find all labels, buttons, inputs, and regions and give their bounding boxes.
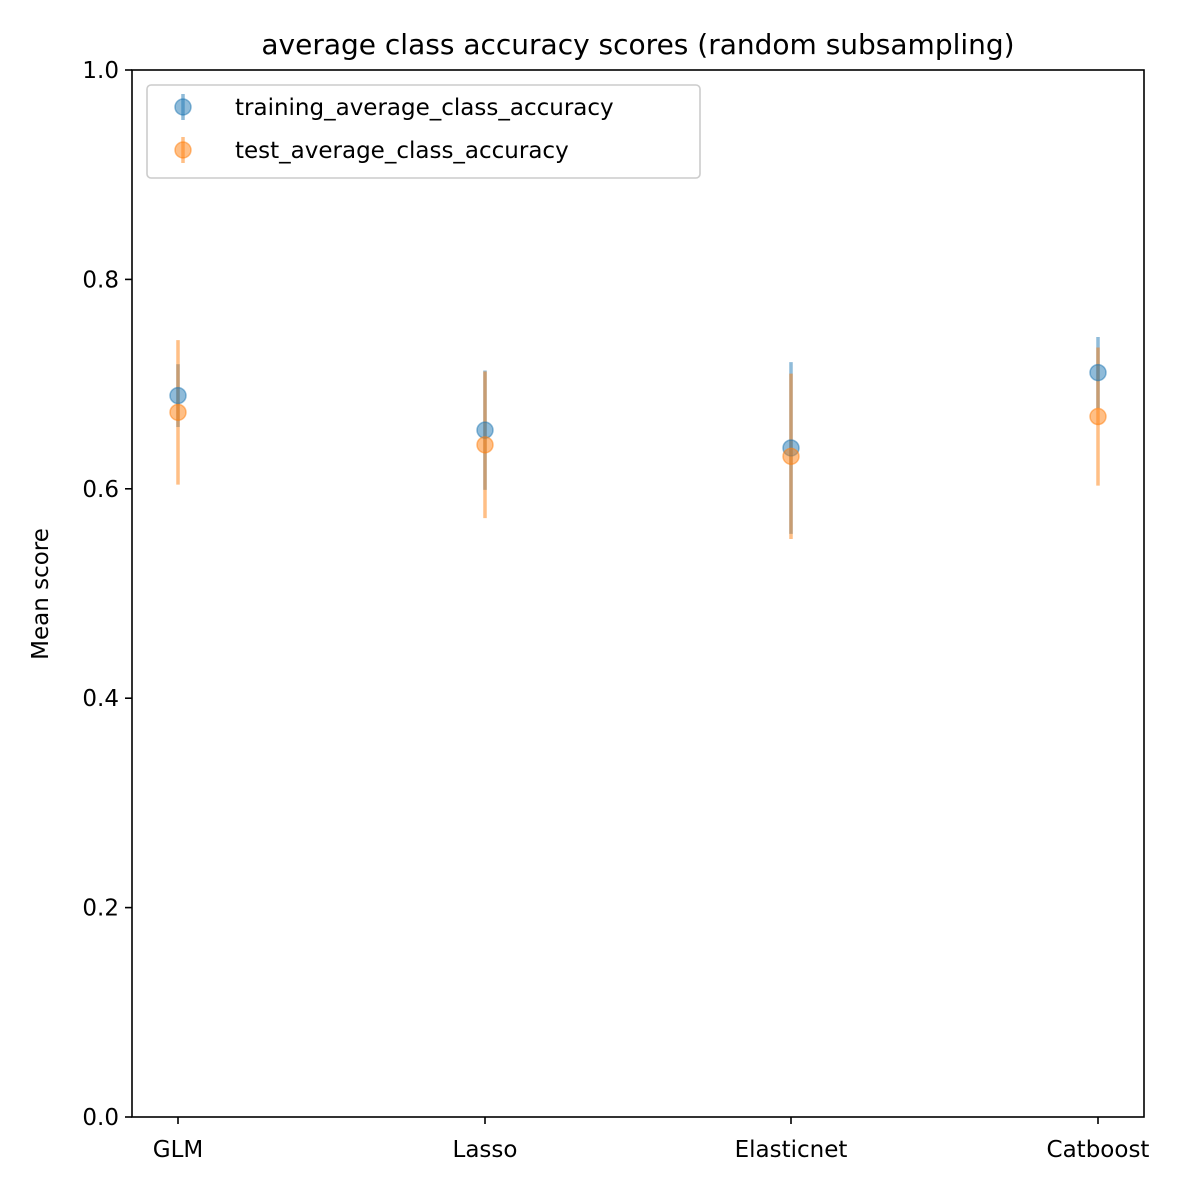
chart-title: average class accuracy scores (random su… — [261, 28, 1014, 61]
data-point — [1089, 363, 1107, 382]
data-point — [1089, 407, 1107, 426]
legend-label: test_average_class_accuracy — [235, 138, 569, 164]
y-tick-label: 0.4 — [82, 686, 119, 712]
x-tick-label: Elasticnet — [735, 1137, 848, 1163]
y-tick-label: 1.0 — [82, 58, 119, 84]
legend-marker — [174, 98, 192, 116]
data-point — [476, 436, 494, 454]
legend-box — [146, 84, 701, 179]
y-axis-label: Mean score — [28, 528, 54, 660]
y-tick-label: 0.8 — [82, 267, 119, 293]
x-tick-label: Lasso — [453, 1137, 518, 1163]
legend-marker — [174, 141, 192, 159]
data-point — [169, 386, 187, 405]
x-tick-label: GLM — [153, 1137, 203, 1163]
axes-frame — [131, 69, 1145, 1118]
y-tick-label: 0.6 — [82, 477, 119, 503]
data-point — [169, 403, 187, 422]
y-tick-label: 0.2 — [82, 896, 119, 922]
y-tick-label: 0.0 — [82, 1105, 119, 1131]
x-tick-label: Catboost — [1047, 1137, 1150, 1163]
data-point — [476, 421, 494, 439]
data-point — [782, 447, 800, 466]
plot-area: 0.0 0.2 0.4 0.6 0.8 1.0 GLM Lasso Elasticnet Catb… — [82, 58, 1149, 1163]
legend-label: training_average_class_accuracy — [235, 95, 614, 121]
